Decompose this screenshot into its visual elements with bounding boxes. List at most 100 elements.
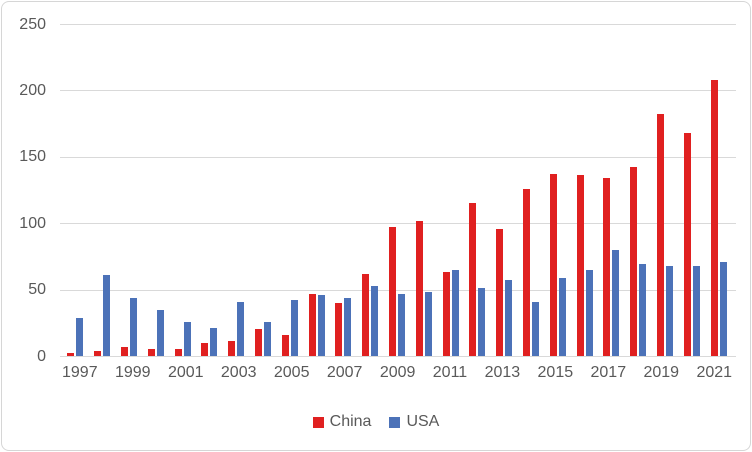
bar-china-2000 <box>147 349 155 356</box>
bar-china-2010 <box>415 220 423 356</box>
bar-usa-2003 <box>237 301 245 356</box>
year-group-2005 <box>276 2 303 356</box>
bar-china-2002 <box>201 342 209 356</box>
bar-usa-1998 <box>103 275 111 356</box>
year-group-2019 <box>652 2 679 356</box>
x-tick-label-2017: 2017 <box>590 364 627 381</box>
bar-china-2012 <box>469 203 477 356</box>
x-tick-slot-2000 <box>151 364 168 382</box>
legend: China USA <box>2 413 750 431</box>
x-tick-label-2009: 2009 <box>379 364 416 381</box>
bar-usa-2001 <box>183 321 191 356</box>
x-tick-label-2015: 2015 <box>537 364 574 381</box>
bar-usa-1997 <box>76 317 84 356</box>
bar-china-1997 <box>67 353 75 356</box>
bar-usa-2008 <box>371 285 379 356</box>
bar-usa-2002 <box>210 328 218 356</box>
bar-usa-2009 <box>397 293 405 356</box>
y-tick-label-0: 0 <box>37 347 46 365</box>
x-tick-label-1999: 1999 <box>114 364 151 381</box>
gridline-0 <box>60 356 736 357</box>
bar-china-2014 <box>522 188 530 356</box>
bar-usa-2016 <box>585 269 593 356</box>
x-axis: 1997 1999 2001 2003 2005 2007 2009 2011 2013 2015… <box>62 364 732 382</box>
gridline-250 <box>60 24 736 25</box>
bar-usa-2006 <box>317 294 325 356</box>
x-tick-slot-2002 <box>204 364 221 382</box>
x-tick-label-2013: 2013 <box>484 364 521 381</box>
bar-usa-2015 <box>558 277 566 356</box>
x-tick-slot-2016 <box>573 364 590 382</box>
x-tick-label-2005: 2005 <box>273 364 310 381</box>
bar-usa-2005 <box>290 300 298 356</box>
bar-china-2011 <box>442 272 450 356</box>
year-group-2004 <box>250 2 277 356</box>
x-tick-label-2007: 2007 <box>326 364 363 381</box>
year-group-2003 <box>223 2 250 356</box>
x-tick-label-2001: 2001 <box>167 364 204 381</box>
y-tick-label-150: 150 <box>19 148 46 166</box>
bar-china-2019 <box>656 114 664 356</box>
x-tick-slot-1998 <box>98 364 115 382</box>
year-group-2009 <box>384 2 411 356</box>
x-tick-label-2021: 2021 <box>696 364 733 381</box>
legend-label-china: China <box>329 413 372 430</box>
year-group-2006 <box>303 2 330 356</box>
gridline-50 <box>60 289 736 291</box>
x-tick-slot-2006 <box>309 364 326 382</box>
bar-usa-2012 <box>478 288 486 356</box>
gridline-200 <box>60 90 736 92</box>
year-group-2017 <box>598 2 625 356</box>
x-tick-slot-2004 <box>257 364 274 382</box>
bar-usa-2007 <box>344 297 352 356</box>
bar-china-2001 <box>174 349 182 356</box>
bar-usa-2018 <box>639 264 647 356</box>
legend-item-china: China <box>312 413 372 431</box>
x-tick-label-2019: 2019 <box>643 364 680 381</box>
y-tick-label-250: 250 <box>19 15 46 33</box>
legend-item-usa: USA <box>389 413 439 431</box>
bar-china-2018 <box>630 167 638 356</box>
year-group-2007 <box>330 2 357 356</box>
x-tick-slot-2010 <box>415 364 432 382</box>
year-group-1997 <box>62 2 89 356</box>
bar-china-2007 <box>335 302 343 356</box>
bar-china-2017 <box>603 178 611 356</box>
legend-label-usa: USA <box>406 413 440 430</box>
y-tick-label-50: 50 <box>28 281 46 299</box>
gridline-100 <box>60 223 736 225</box>
year-group-2011 <box>437 2 464 356</box>
bar-usa-2014 <box>531 301 539 356</box>
year-group-2020 <box>678 2 705 356</box>
bar-china-2009 <box>388 227 396 356</box>
bar-usa-1999 <box>129 297 137 356</box>
bar-china-2004 <box>254 329 262 356</box>
year-group-2012 <box>464 2 491 356</box>
year-group-2013 <box>491 2 518 356</box>
bar-usa-2011 <box>451 269 459 356</box>
year-group-2016 <box>571 2 598 356</box>
bar-china-2015 <box>549 174 557 356</box>
x-tick-slot-2014 <box>520 364 537 382</box>
year-group-2014 <box>518 2 545 356</box>
year-group-2008 <box>357 2 384 356</box>
year-group-2021 <box>705 2 732 356</box>
year-group-2000 <box>142 2 169 356</box>
bar-usa-2013 <box>505 280 513 356</box>
bar-china-2021 <box>710 79 718 356</box>
bar-china-1999 <box>120 346 128 356</box>
bar-usa-2020 <box>692 265 700 356</box>
bar-usa-2010 <box>424 292 432 356</box>
gridline-150 <box>60 156 736 158</box>
bar-usa-2019 <box>665 265 673 356</box>
year-group-2018 <box>625 2 652 356</box>
x-tick-slot-2018 <box>626 364 643 382</box>
x-tick-slot-2020 <box>679 364 696 382</box>
bar-usa-2000 <box>156 309 164 356</box>
legend-swatch-china <box>312 416 324 428</box>
x-tick-label-2011: 2011 <box>432 364 468 381</box>
year-group-2015 <box>544 2 571 356</box>
year-group-2010 <box>410 2 437 356</box>
year-group-1998 <box>89 2 116 356</box>
